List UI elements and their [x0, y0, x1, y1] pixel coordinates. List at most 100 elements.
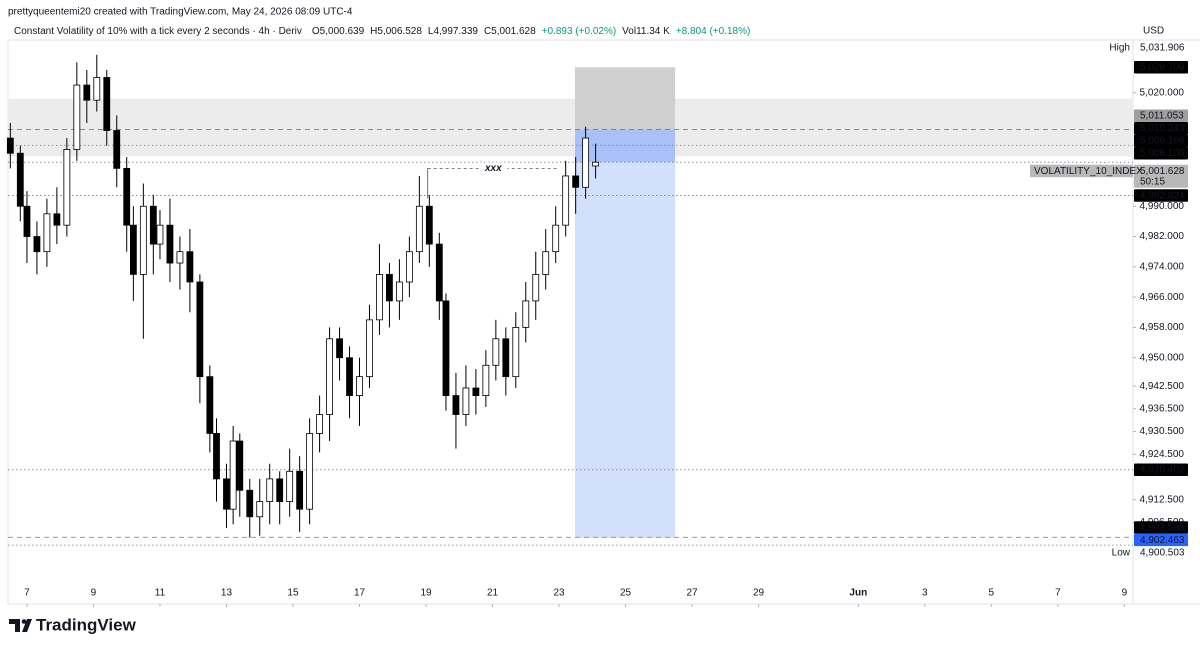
candle-body — [532, 274, 540, 302]
logo-icon — [9, 619, 32, 632]
candle-body — [562, 175, 570, 226]
zone — [574, 162, 676, 538]
price-label: 4,902.585 — [1140, 522, 1185, 533]
candle-body — [236, 440, 244, 491]
x-tick-label: Jun — [849, 588, 867, 599]
price-label-bg — [1134, 109, 1188, 122]
legend: Constant Volatility of 10% with a tick e… — [14, 26, 750, 37]
candle-body — [256, 501, 264, 518]
candle-body — [103, 77, 111, 131]
y-tick-label: 4,990.000 — [1140, 201, 1185, 212]
candle-body — [73, 84, 81, 150]
price-label: 4,902.463 — [1140, 535, 1185, 546]
price-label-bg — [1134, 134, 1188, 147]
candle-body — [472, 387, 480, 396]
x-tick-label: 7 — [1055, 588, 1061, 599]
candle-body — [592, 161, 600, 167]
price-label-bg — [1134, 533, 1188, 547]
candle-body — [93, 77, 101, 101]
candle-body — [83, 84, 91, 101]
brand-logo — [9, 619, 32, 632]
x-tick-label: 7 — [24, 588, 30, 599]
y-tick-label: 4,936.500 — [1140, 403, 1185, 414]
candle-body — [326, 338, 333, 415]
currency: USD — [1143, 26, 1164, 37]
candle-body — [196, 281, 204, 378]
x-tick-label: 21 — [487, 588, 499, 599]
candle-body — [462, 387, 470, 415]
x-tick-label: 13 — [221, 588, 233, 599]
price-label: 4,920.402 — [1140, 465, 1185, 476]
y-tick-label: 5,020.000 — [1140, 87, 1185, 98]
price-label: 5,006.106 — [1140, 136, 1185, 147]
zone — [8, 98, 1133, 157]
y-tick-label: 4,974.000 — [1140, 261, 1185, 272]
price-label-bg — [1134, 164, 1188, 188]
candle-body — [396, 281, 403, 302]
x-tick-label: 23 — [553, 588, 565, 599]
candle-body — [33, 236, 41, 253]
annotation-bg — [479, 162, 508, 175]
price-label: 5,010.243 — [1140, 123, 1185, 134]
legend-item: O5,000.639 — [312, 26, 365, 37]
logo-dot — [21, 619, 27, 624]
candle-body — [296, 470, 304, 510]
candle-body — [166, 224, 174, 264]
series-tag: VOLATILITY_10_INDEX — [1034, 166, 1143, 177]
legend-item: H5,006.528 — [370, 26, 422, 37]
candle-body — [405, 251, 413, 283]
candle-body — [43, 213, 51, 253]
candle-body — [582, 137, 590, 188]
price-label: 5,031.906 — [1140, 42, 1185, 53]
price-label: 5,026.706 — [1140, 62, 1185, 73]
candle-body — [213, 433, 220, 480]
legend-item: Constant Volatility of 10% with a tick e… — [14, 26, 302, 37]
candle-body — [139, 205, 147, 275]
candle-body — [502, 338, 510, 378]
x-tick-label: 5 — [989, 588, 995, 599]
candle-body — [376, 274, 383, 321]
candle-body — [492, 338, 500, 366]
series-tag-bg — [1030, 164, 1133, 178]
price-label-bg — [1134, 121, 1188, 135]
x-tick-label: 9 — [1122, 588, 1128, 599]
x-tick-label: 17 — [354, 588, 366, 599]
x-tick-label: 9 — [91, 588, 97, 599]
y-tick-label: 4,966.000 — [1140, 292, 1185, 303]
price-label: 4,992.824 — [1140, 190, 1185, 201]
candle-body — [522, 300, 530, 328]
price-label: 5,001.628 — [1140, 166, 1185, 177]
price-label: 4,900.503 — [1140, 547, 1185, 558]
x-tick-label: 19 — [420, 588, 432, 599]
price-label-bg — [1134, 189, 1188, 202]
x-tick-label: 27 — [686, 588, 698, 599]
candle-body — [435, 243, 443, 302]
price-label: 5,006.106 — [1140, 148, 1185, 159]
candle-body — [316, 414, 323, 434]
axes: 5,020.000 4,990.000 4,982.000 4,974.000 4,96… — [24, 41, 1188, 607]
price-label-bg — [1134, 463, 1188, 477]
price-label-bg — [1134, 546, 1188, 559]
candle-body — [206, 376, 214, 434]
candle-body — [276, 478, 284, 503]
legend-item: C5,001.628 — [484, 26, 536, 37]
candle-body — [149, 205, 157, 245]
y-tick-label: 4,930.500 — [1140, 426, 1185, 437]
brand: TradingView — [36, 615, 137, 634]
zone — [574, 67, 676, 130]
candle-body — [425, 205, 433, 245]
candle-body — [356, 376, 363, 396]
y-tick-label: 4,950.000 — [1140, 352, 1185, 363]
candle-body — [542, 251, 550, 275]
candle-body — [452, 395, 460, 415]
y-tick-label: 4,982.000 — [1140, 231, 1185, 242]
candle-body — [306, 433, 314, 510]
price-label-bg — [1134, 41, 1188, 54]
x-tick-label: 11 — [155, 588, 166, 599]
candle-body — [266, 478, 274, 503]
legend-item: +0.893 (+0.02%) — [542, 26, 617, 37]
price-label-bg — [1134, 60, 1188, 74]
candle-body — [366, 319, 373, 378]
candle-body — [286, 470, 294, 503]
